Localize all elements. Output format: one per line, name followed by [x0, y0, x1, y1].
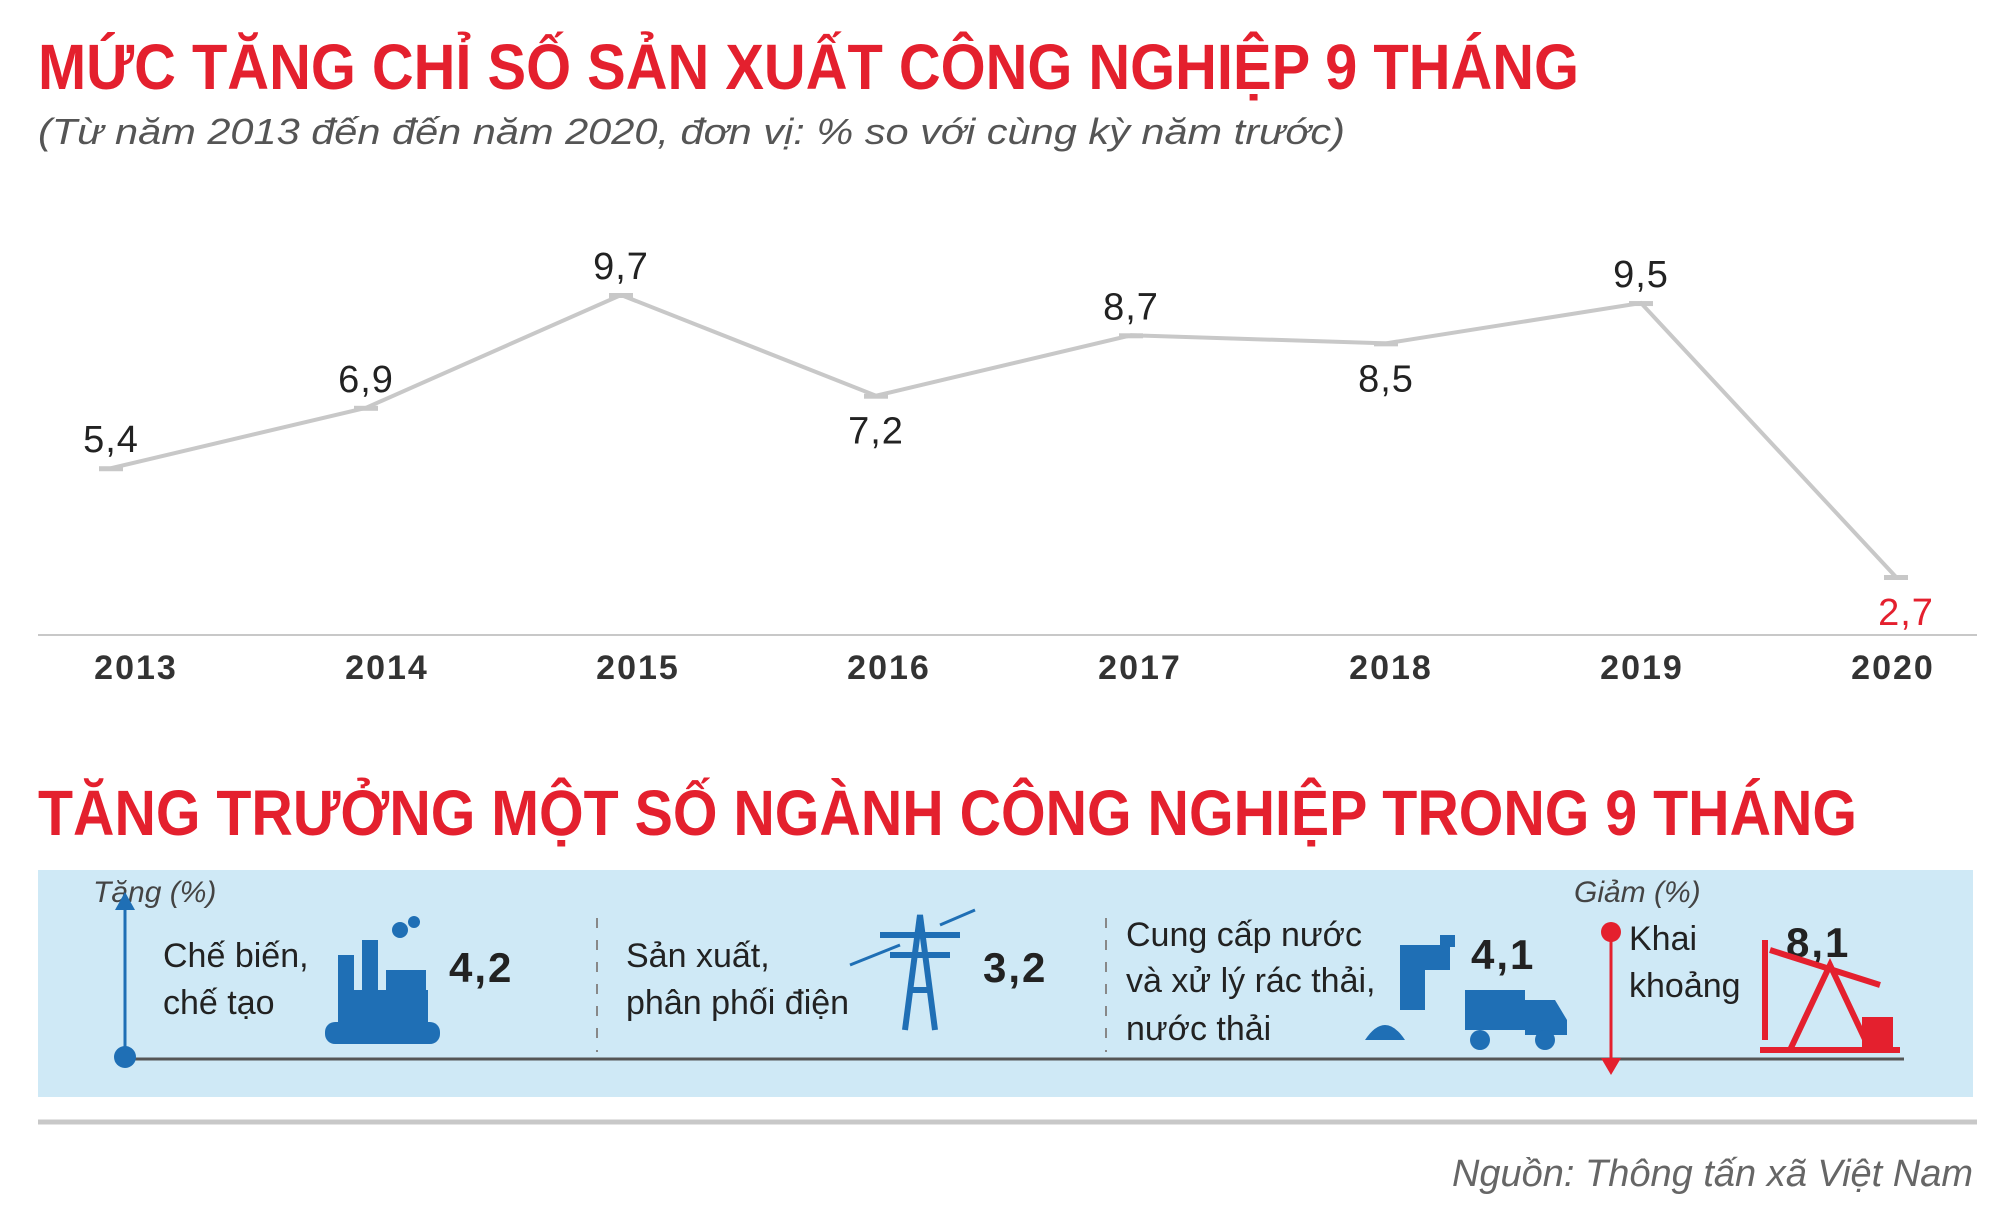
separators	[596, 918, 1107, 1052]
down-arrow	[1601, 922, 1621, 1075]
value-label: 9,7	[593, 246, 649, 288]
value-label: 8,7	[1103, 286, 1159, 328]
value-label: 2,7	[1878, 592, 1934, 634]
chart-subtitle: (Từ năm 2013 đến đến năm 2020, đơn vị: %…	[38, 111, 1345, 152]
label-line: và xử lý rác thải,	[1126, 962, 1376, 1000]
chart-title: MỨC TĂNG CHỈ SỐ SẢN XUẤT CÔNG NGHIỆP 9 T…	[38, 30, 1579, 103]
sector-value: 3,2	[983, 944, 1047, 991]
point-marker	[864, 393, 888, 399]
source: Nguồn: Thông tấn xã Việt Nam	[1452, 1153, 1973, 1195]
x-tick-label: 2014	[345, 649, 429, 687]
x-tick-label: 2016	[847, 649, 931, 687]
label-line: Khai	[1629, 920, 1697, 958]
oil-pump-icon	[1760, 940, 1900, 1053]
x-tick-label: 2015	[596, 649, 680, 687]
tower-icon	[849, 908, 976, 1031]
water-truck-icon	[1365, 935, 1567, 1050]
point-marker	[1374, 341, 1398, 347]
sector-value: 4,1	[1471, 931, 1535, 978]
label-line: Cung cấp nước	[1126, 916, 1362, 954]
x-tick-label: 2020	[1851, 649, 1935, 687]
value-label: 5,4	[83, 419, 139, 461]
sector-label: Cung cấp nước và xử lý rác thải, nước thải	[1126, 916, 1376, 1048]
sector-label: Khai khoảng	[1629, 920, 1741, 1005]
x-tick-label: 2019	[1600, 649, 1684, 687]
label-line: nước thải	[1126, 1010, 1271, 1048]
x-tick-label: 2013	[94, 649, 178, 687]
label-line: Chế biến,	[163, 937, 309, 975]
value-label: 6,9	[338, 359, 394, 401]
point-marker	[99, 466, 123, 472]
x-tick-label: 2018	[1349, 649, 1433, 687]
label-line: khoảng	[1629, 967, 1741, 1005]
value-label: 9,5	[1613, 254, 1669, 296]
point-marker	[1119, 333, 1143, 339]
increase-label: Tăng (%)	[93, 876, 216, 909]
sector-label: Chế biến, chế tạo	[163, 937, 309, 1022]
decrease-label: Giảm (%)	[1574, 876, 1701, 909]
value-label: 8,5	[1358, 358, 1414, 400]
point-marker	[354, 405, 378, 411]
point-marker	[1884, 575, 1908, 580]
x-tick-label: 2017	[1098, 649, 1182, 687]
point-marker	[1629, 301, 1653, 307]
up-arrow	[114, 892, 136, 1068]
point-marker	[609, 293, 633, 298]
label-line: chế tạo	[163, 984, 275, 1022]
value-label: 7,2	[848, 411, 904, 453]
sector-value: 4,2	[449, 944, 513, 991]
line-chart: 2013 2014 2015 2016 2017 2018 2019 2020 5,4 6,9 9,…	[83, 246, 1935, 687]
section-title: TĂNG TRƯỞNG MỘT SỐ NGÀNH CÔNG NGHIỆP TRO…	[38, 776, 1857, 849]
sector-label: Sản xuất, phân phối điện	[626, 937, 849, 1022]
label-line: Sản xuất,	[626, 937, 770, 975]
line	[110, 292, 1898, 579]
factory-icon	[325, 916, 440, 1044]
label-line: phân phối điện	[626, 984, 849, 1022]
